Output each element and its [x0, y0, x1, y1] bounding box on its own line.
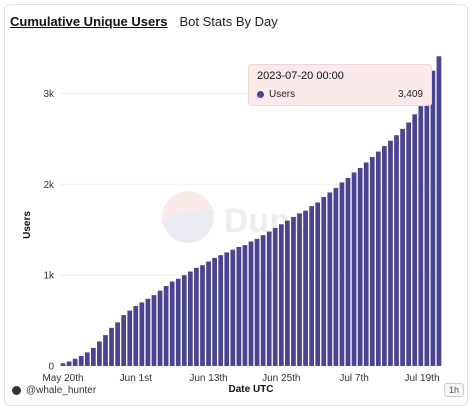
bar[interactable] [345, 177, 351, 366]
bar[interactable] [121, 315, 127, 366]
bar[interactable] [72, 358, 78, 366]
bar[interactable] [260, 235, 266, 366]
avatar [12, 386, 21, 395]
author-credit[interactable]: @whale_hunter [12, 385, 96, 396]
bar[interactable] [357, 167, 363, 366]
bar[interactable] [109, 327, 114, 366]
bar[interactable] [163, 286, 169, 366]
bar[interactable] [194, 267, 199, 366]
bar[interactable] [406, 122, 412, 367]
bar[interactable] [181, 275, 187, 366]
bar[interactable] [412, 114, 418, 366]
bar[interactable] [327, 192, 333, 366]
y-tick-label: 2k [43, 180, 55, 191]
bar[interactable] [254, 238, 260, 366]
bar[interactable] [278, 224, 284, 366]
bar[interactable] [272, 227, 278, 366]
bar[interactable] [303, 210, 308, 366]
bar[interactable] [321, 197, 327, 366]
x-tick-label: Jun 1st [120, 373, 152, 384]
bar[interactable] [266, 231, 272, 366]
tooltip-value: 3,409 [397, 89, 423, 100]
bar[interactable] [60, 363, 66, 366]
bar[interactable] [157, 290, 163, 366]
tab-cumulative-unique-users[interactable]: Cumulative Unique Users [10, 14, 168, 29]
bar[interactable] [90, 347, 96, 366]
bar[interactable] [394, 135, 399, 366]
bar[interactable] [127, 310, 133, 366]
x-tick-label: Jul 19th [404, 373, 439, 384]
bar[interactable] [388, 140, 393, 366]
bar[interactable] [436, 56, 442, 367]
author-name: @whale_hunter [26, 385, 97, 396]
series-color-dot [257, 91, 264, 98]
bar[interactable] [145, 298, 151, 366]
bar[interactable] [175, 278, 181, 366]
bar[interactable] [139, 302, 145, 366]
bar[interactable] [333, 187, 339, 366]
bar[interactable] [230, 249, 236, 366]
x-tick-labels: May 20th Jun 1st Jun 13th Jun 25th Jul 7th Ju… [42, 373, 439, 384]
bar[interactable] [418, 106, 424, 367]
x-axis-label: Date UTC [228, 384, 273, 395]
bar[interactable] [224, 252, 230, 366]
bar[interactable] [430, 70, 436, 367]
tab-bar: Cumulative Unique Users Bot Stats By Day [10, 14, 278, 29]
bar[interactable] [424, 95, 430, 366]
bar[interactable] [248, 241, 254, 366]
bar[interactable] [315, 202, 321, 366]
bar[interactable] [218, 255, 224, 366]
watermark-text: Dune [224, 202, 309, 240]
bars [60, 56, 442, 367]
bar[interactable] [169, 281, 175, 367]
tooltip-series-name: Users [269, 89, 296, 100]
y-axis-label: Users [22, 211, 33, 239]
tooltip-row: Users 3,409 [257, 89, 423, 100]
bar[interactable] [382, 146, 387, 366]
bar[interactable] [400, 128, 405, 366]
x-tick-label: May 20th [42, 373, 83, 384]
bar[interactable] [212, 257, 217, 366]
y-tick-labels: 0 1k 2k 3k [43, 89, 55, 373]
interval-badge[interactable]: 1h [443, 383, 464, 397]
bar[interactable] [339, 182, 345, 366]
y-tick-label: 0 [48, 362, 54, 373]
bar[interactable] [236, 246, 242, 366]
x-tick-label: Jun 25th [262, 373, 300, 384]
bar[interactable] [200, 265, 205, 366]
hover-tooltip: 2023-07-20 00:00 Users 3,409 [248, 64, 432, 106]
bar[interactable] [375, 151, 381, 366]
y-tick-label: 3k [43, 89, 55, 100]
bar[interactable] [66, 361, 72, 366]
tab-bot-stats-by-day[interactable]: Bot Stats By Day [179, 14, 278, 29]
bar[interactable] [188, 271, 193, 366]
bar[interactable] [285, 220, 290, 366]
bar[interactable] [351, 172, 357, 366]
bar[interactable] [151, 295, 157, 366]
bar[interactable] [242, 245, 248, 366]
x-tick-label: Jul 7th [339, 373, 368, 384]
bar[interactable] [297, 213, 302, 366]
y-tick-label: 1k [43, 271, 55, 282]
bar[interactable] [78, 356, 84, 366]
bar[interactable] [133, 306, 139, 366]
bar[interactable] [369, 157, 375, 366]
bar[interactable] [115, 322, 120, 366]
bar[interactable] [291, 216, 296, 366]
bar[interactable] [84, 352, 90, 366]
bar[interactable] [97, 341, 102, 366]
x-tick-label: Jun 13th [189, 373, 227, 384]
bar[interactable] [103, 335, 108, 366]
bar[interactable] [206, 261, 211, 366]
bar[interactable] [309, 206, 314, 366]
tooltip-title: 2023-07-20 00:00 [257, 70, 344, 82]
bar[interactable] [363, 162, 369, 366]
